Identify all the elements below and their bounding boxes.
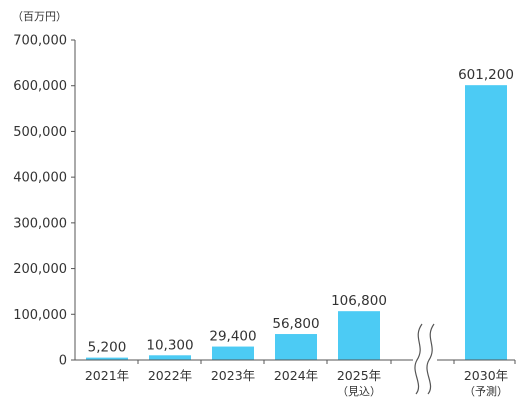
data-label: 10,300 — [146, 337, 193, 353]
axis-break-mark — [426, 323, 435, 395]
bar — [275, 334, 317, 360]
bar — [338, 311, 380, 360]
y-tick-label: 0 — [59, 354, 67, 369]
x-tick-label: 2030年 — [464, 368, 508, 383]
y-tick-label: 300,000 — [13, 216, 67, 231]
data-label: 56,800 — [272, 316, 319, 332]
x-tick-label: 2021年 — [85, 368, 129, 383]
unit-label: （百万円） — [12, 10, 67, 23]
x-tick-sublabel: （予測） — [464, 384, 508, 398]
bar — [465, 85, 507, 360]
y-tick-label: 500,000 — [13, 125, 67, 140]
y-tick-label: 200,000 — [13, 262, 67, 277]
data-labels: 5,200 10,300 29,400 56,800 106,800 601,200 — [88, 67, 514, 355]
bar — [149, 355, 191, 360]
axis-break-mark — [414, 323, 423, 395]
y-tick-label: 100,000 — [13, 308, 67, 323]
x-tick-label: 2024年 — [274, 368, 318, 383]
bar — [86, 357, 128, 360]
x-tick-sublabel: （見込） — [337, 385, 381, 398]
data-label: 29,400 — [209, 329, 256, 345]
y-tick-label: 600,000 — [13, 79, 67, 94]
y-axis: 0 100,000 200,000 300,000 400,000 500,000 600,… — [13, 34, 76, 369]
y-tick-label: 700,000 — [13, 34, 67, 49]
x-axis: 2021年 2022年 2023年 2024年 2025年 （見込） 2030年（予測） — [75, 323, 516, 398]
y-tick-label: 400,000 — [13, 171, 67, 186]
data-label: 601,200 — [458, 67, 514, 83]
data-label: 106,800 — [331, 293, 387, 309]
x-tick-label: 2022年 — [148, 368, 192, 383]
bar — [212, 346, 254, 360]
x-tick-label: 2023年 — [211, 368, 255, 383]
bars — [86, 85, 507, 360]
data-label: 5,200 — [88, 340, 127, 356]
x-tick-label: 2025年 — [337, 368, 381, 383]
